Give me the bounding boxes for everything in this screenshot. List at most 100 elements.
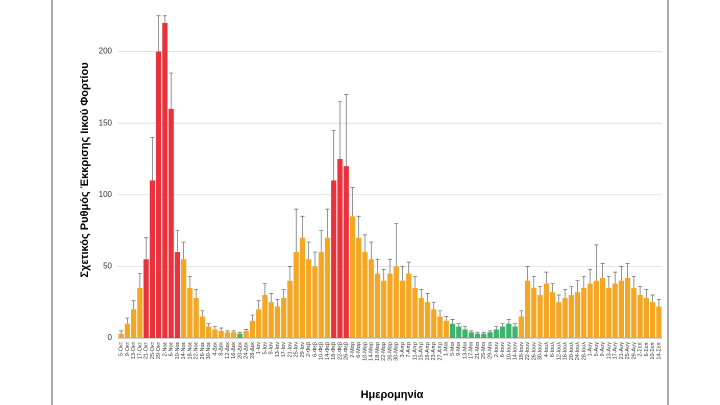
bar xyxy=(612,283,618,338)
bar xyxy=(368,259,374,338)
bar xyxy=(381,280,387,338)
bar xyxy=(399,280,406,338)
x-tick-label: 12-Δεκ xyxy=(225,342,231,359)
bar xyxy=(374,273,381,338)
error-bar xyxy=(563,288,568,298)
error-bar xyxy=(281,288,286,298)
error-bar xyxy=(231,330,236,333)
bar xyxy=(324,237,331,338)
x-tick-label: 22-Νοε xyxy=(194,341,200,359)
x-tick-label: 21-Ιαν xyxy=(287,342,293,358)
error-bar xyxy=(225,330,230,333)
x-tick-label: 2-Μαρ xyxy=(350,342,356,358)
y-tick-label: 100 xyxy=(99,190,113,199)
error-bar xyxy=(406,261,411,274)
x-tick-label: 26-Φεβ xyxy=(344,342,350,360)
error-bar xyxy=(588,268,593,284)
bar xyxy=(581,287,587,338)
x-tick-label: 4-Δεκ xyxy=(212,342,218,356)
x-tick-label: 10-Ιουν xyxy=(506,342,512,361)
error-bar xyxy=(262,283,267,296)
x-tick-label: 30-Νοε xyxy=(206,341,212,359)
bar xyxy=(606,287,612,338)
bar xyxy=(274,306,281,338)
x-tick-label: 11-Απρ xyxy=(412,342,418,360)
error-bar xyxy=(131,300,136,310)
error-bar xyxy=(269,293,274,303)
error-bar xyxy=(137,273,142,288)
error-bar xyxy=(125,317,130,324)
error-bar xyxy=(306,241,311,260)
error-bar xyxy=(425,293,430,303)
error-bar xyxy=(600,263,605,278)
error-bar xyxy=(356,215,361,238)
bar xyxy=(468,332,474,338)
x-tick-label: 8-Δεκ xyxy=(219,342,225,356)
error-bar xyxy=(237,331,242,334)
error-bar xyxy=(556,294,561,303)
bar xyxy=(431,309,437,338)
error-bar xyxy=(162,15,167,23)
x-tick-label: 10-Σεπ xyxy=(650,342,656,360)
error-bar xyxy=(219,327,224,331)
error-bar xyxy=(331,129,336,181)
error-bar xyxy=(350,187,355,217)
x-tick-label: 21-Μαι xyxy=(475,341,481,359)
x-tick-label: 9-Ιαν xyxy=(269,342,275,355)
bar xyxy=(631,287,637,338)
bar xyxy=(506,323,512,338)
x-tick-label: 26-Νοε xyxy=(200,341,206,359)
error-bar xyxy=(431,301,436,310)
x-tick-label: 21-Αυγ xyxy=(619,342,625,360)
bar xyxy=(299,237,306,338)
bar xyxy=(637,295,643,338)
x-tick-label: 24-Ιουλ xyxy=(575,342,581,361)
error-bar xyxy=(481,331,486,334)
bar xyxy=(437,316,443,338)
bar xyxy=(262,295,268,338)
x-tick-label: 18-Φεβ xyxy=(331,342,337,360)
x-tick-label: 20-Ιουλ xyxy=(569,342,575,361)
error-bar xyxy=(575,280,580,293)
bar xyxy=(287,280,293,338)
y-tick-label: 150 xyxy=(99,118,113,127)
error-bar xyxy=(394,223,399,267)
x-tick-label: 14-Μαρ xyxy=(369,342,375,361)
x-tick-label: 2-Ιουν xyxy=(494,342,500,357)
y-tick-label: 0 xyxy=(108,333,113,342)
error-bar xyxy=(294,208,299,253)
bar xyxy=(212,329,218,338)
bar xyxy=(118,333,124,338)
error-bar xyxy=(388,258,392,274)
error-bar xyxy=(569,286,574,296)
bar xyxy=(206,326,212,338)
x-tick-label: 21-Οκτ xyxy=(144,341,150,359)
error-bar xyxy=(550,283,555,293)
x-tick-label: 14-Σεπ xyxy=(656,342,662,360)
bar xyxy=(487,332,493,338)
x-tick-label: 6-Ιουν xyxy=(500,342,506,357)
error-bar xyxy=(287,266,292,281)
x-tick-label: 24-Δεκ xyxy=(244,342,250,359)
bar xyxy=(599,277,606,338)
error-bar xyxy=(538,286,543,296)
bar xyxy=(568,295,574,338)
x-tick-label: 8-Ιουλ xyxy=(550,342,556,357)
error-bar xyxy=(187,276,192,288)
x-tick-label: 13-Οκτ xyxy=(131,341,137,359)
x-tick-label: 9-Οκτ xyxy=(125,341,131,356)
bar xyxy=(224,332,231,338)
x-tick-label: 2-Σεπ xyxy=(638,342,644,357)
error-bar xyxy=(250,314,255,321)
error-bar xyxy=(450,319,455,324)
y-tick-label: 200 xyxy=(99,47,113,56)
error-bar xyxy=(419,288,424,298)
error-bar xyxy=(444,316,449,321)
x-tick-label: 17-Οκτ xyxy=(137,341,143,359)
bar xyxy=(293,252,299,338)
error-bar xyxy=(319,230,324,253)
error-bar xyxy=(181,241,186,260)
error-bar xyxy=(531,276,536,288)
x-tick-label: 30-Μαρ xyxy=(394,342,400,361)
x-tick-label: 4-Ιουλ xyxy=(544,342,550,357)
